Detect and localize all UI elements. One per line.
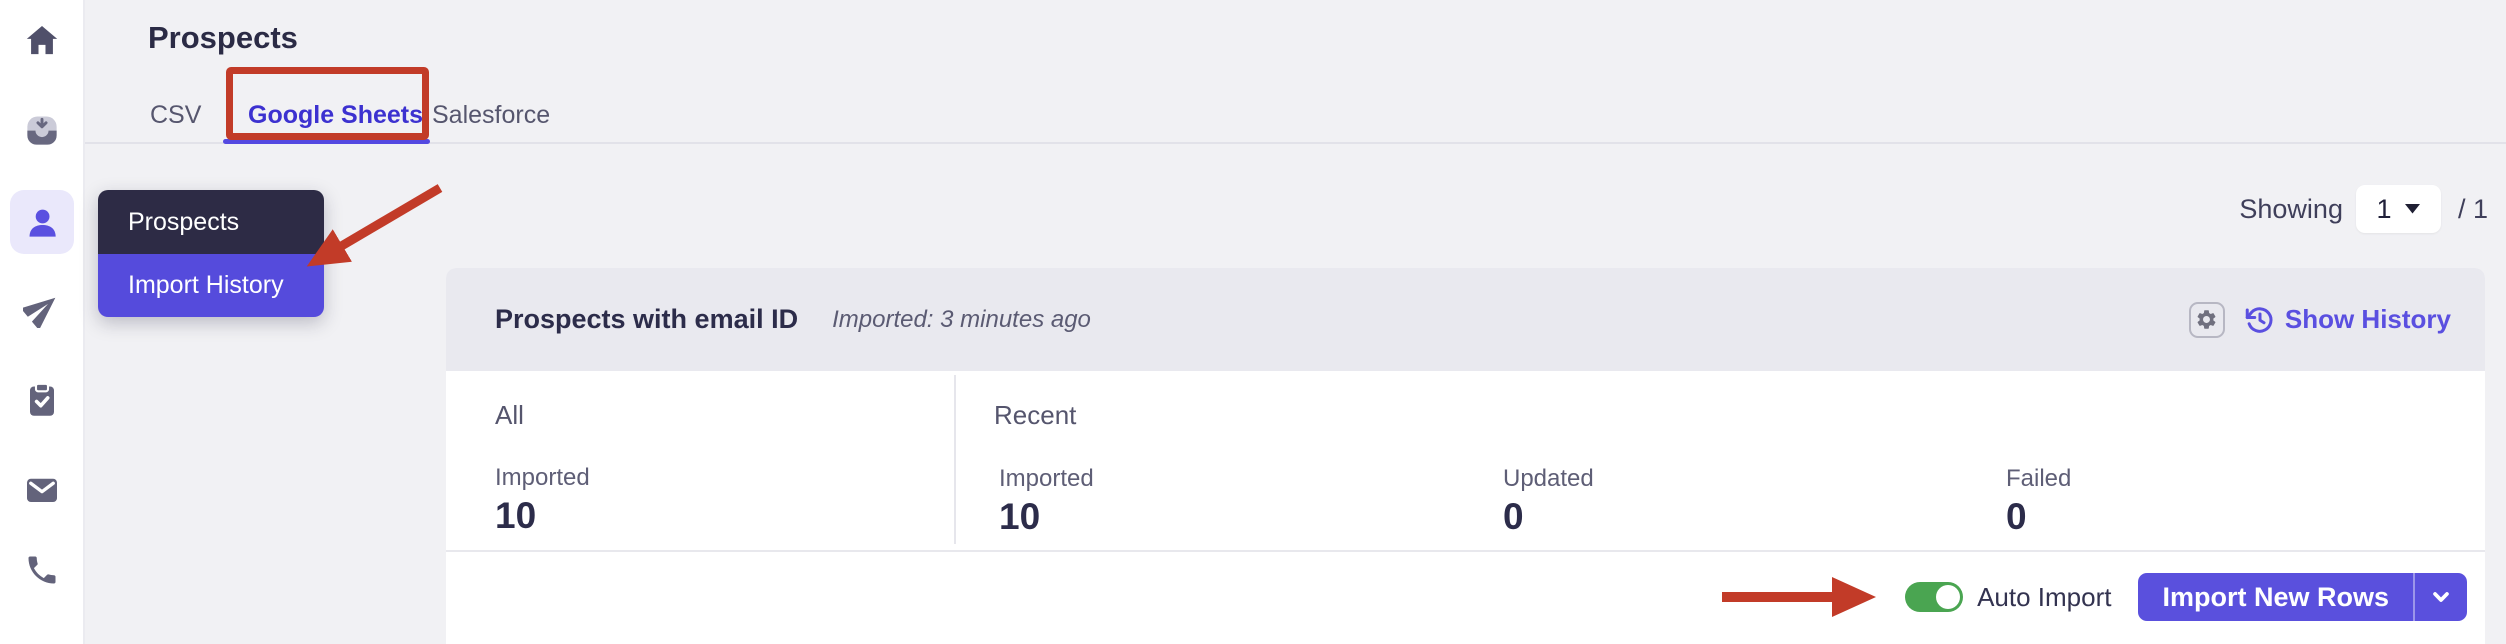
inbox-download-icon <box>24 112 60 148</box>
page-total: / 1 <box>2457 193 2488 224</box>
pagination-bar: Showing 1 / 1 <box>2239 185 2488 233</box>
popup-item-import-history[interactable]: Import History <box>98 254 324 317</box>
show-history-link[interactable]: Show History <box>2245 304 2451 335</box>
send-icon <box>22 290 61 328</box>
import-new-rows-split-button: Import New Rows <box>2138 573 2467 621</box>
sidebar-item-email[interactable] <box>24 472 60 508</box>
sheet-import-card: Prospects with email ID Imported: 3 minu… <box>446 268 2485 644</box>
chevron-down-icon <box>2433 592 2449 602</box>
page-select[interactable]: 1 <box>2355 185 2441 233</box>
tabbar-divider <box>85 142 2506 144</box>
card-footer: Auto Import Import New Rows <box>446 552 2485 642</box>
sidebar-item-prospects[interactable] <box>23 204 61 242</box>
history-icon <box>2245 306 2273 333</box>
tab-google-sheets[interactable]: Google Sheets <box>248 101 424 129</box>
stat-recent-updated: Updated 0 <box>1503 465 1594 537</box>
clipboard-check-icon <box>24 382 60 418</box>
page-select-value: 1 <box>2376 193 2392 224</box>
card-stats: All Imported 10 Recent Imported 10 Updat… <box>446 371 2485 552</box>
showing-label: Showing <box>2239 193 2343 224</box>
stats-section-recent: Recent Imported 10 Updated 0 Failed 0 <box>956 371 2485 550</box>
home-icon <box>24 22 60 58</box>
auto-import-toggle[interactable] <box>1905 582 1964 612</box>
card-header: Prospects with email ID Imported: 3 minu… <box>446 268 2485 371</box>
annotation-arrow-auto-import <box>1722 577 1877 617</box>
import-new-rows-button[interactable]: Import New Rows <box>2162 581 2389 612</box>
tab-salesforce[interactable]: Salesforce <box>432 101 551 129</box>
section-label-recent: Recent <box>994 400 1077 430</box>
import-options-dropdown-button[interactable] <box>2415 573 2467 621</box>
sidebar-item-campaigns[interactable] <box>22 290 61 328</box>
sheet-title: Prospects with email ID <box>495 304 799 334</box>
imported-timestamp: Imported: 3 minutes ago <box>832 305 1091 333</box>
button-divider <box>2413 573 2415 621</box>
sidebar-item-home[interactable] <box>24 22 60 58</box>
phone-icon <box>24 552 60 588</box>
stats-vertical-divider <box>954 375 956 544</box>
select-caret-icon <box>2405 204 2421 214</box>
auto-import-label: Auto Import <box>1977 581 2112 612</box>
person-icon <box>23 204 61 242</box>
mail-icon <box>24 472 60 508</box>
page-title: Prospects <box>148 20 298 55</box>
stat-recent-failed: Failed 0 <box>2006 465 2072 537</box>
prospects-nav-popup: Prospects Import History <box>98 190 324 317</box>
annotation-red-box <box>226 67 429 140</box>
show-history-label: Show History <box>2284 304 2451 334</box>
sidebar-item-calls[interactable] <box>24 552 60 588</box>
sidebar-item-imports[interactable] <box>24 112 60 148</box>
stat-recent-imported: Imported 10 <box>999 465 1094 537</box>
stats-section-all: All Imported 10 <box>446 371 954 550</box>
stat-all-imported: Imported 10 <box>495 464 590 536</box>
settings-button[interactable] <box>2188 301 2225 338</box>
sidebar-item-tasks[interactable] <box>24 382 60 418</box>
active-tab-underline <box>223 139 430 144</box>
section-label-all: All <box>495 400 524 430</box>
popup-item-prospects[interactable]: Prospects <box>98 190 324 254</box>
toggle-knob <box>1936 585 1961 609</box>
tab-csv[interactable]: CSV <box>150 101 202 129</box>
gear-icon <box>2197 310 2216 329</box>
sidebar <box>0 0 85 644</box>
